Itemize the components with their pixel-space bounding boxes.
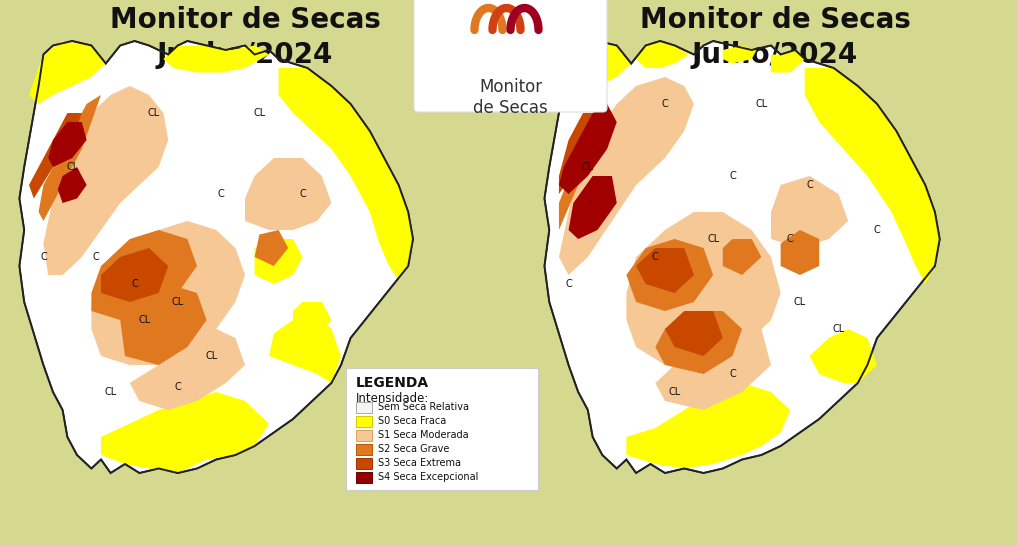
Bar: [356, 402, 372, 413]
Polygon shape: [810, 329, 877, 383]
Polygon shape: [92, 230, 197, 320]
Polygon shape: [636, 41, 690, 68]
Text: C: C: [806, 180, 813, 190]
Polygon shape: [559, 77, 694, 275]
Polygon shape: [554, 41, 632, 95]
Text: S0 Seca Fraca: S0 Seca Fraca: [378, 417, 446, 426]
Text: S1 Seca Moderada: S1 Seca Moderada: [378, 430, 469, 441]
Polygon shape: [254, 239, 303, 284]
Text: S3 Seca Extrema: S3 Seca Extrema: [378, 459, 461, 468]
FancyBboxPatch shape: [346, 368, 538, 490]
Polygon shape: [245, 158, 332, 230]
Text: C: C: [218, 189, 225, 199]
Text: CL: CL: [832, 324, 844, 334]
Bar: [356, 444, 372, 455]
Polygon shape: [293, 302, 332, 338]
Polygon shape: [771, 50, 804, 73]
Polygon shape: [559, 104, 616, 194]
Text: C: C: [652, 252, 659, 262]
Text: C: C: [729, 171, 736, 181]
Text: C: C: [662, 99, 668, 109]
Text: CL: CL: [105, 387, 117, 397]
Polygon shape: [92, 221, 245, 365]
Polygon shape: [781, 230, 820, 275]
Text: C: C: [131, 279, 138, 289]
Text: CL: CL: [138, 315, 151, 325]
Text: C: C: [787, 234, 793, 244]
Polygon shape: [101, 392, 270, 473]
Text: Monitor de Secas
Julho/2024: Monitor de Secas Julho/2024: [640, 6, 910, 69]
Text: CL: CL: [66, 162, 78, 172]
Polygon shape: [254, 230, 288, 266]
Text: CL: CL: [172, 297, 184, 307]
Polygon shape: [636, 248, 694, 293]
Text: CL: CL: [668, 387, 680, 397]
Polygon shape: [559, 113, 597, 194]
Text: Intensidade:: Intensidade:: [356, 392, 429, 405]
Polygon shape: [771, 176, 848, 248]
Polygon shape: [29, 113, 81, 199]
Polygon shape: [569, 176, 616, 239]
Text: C: C: [175, 383, 181, 393]
Polygon shape: [655, 311, 742, 374]
Polygon shape: [804, 68, 940, 284]
Text: S2 Seca Grave: S2 Seca Grave: [378, 444, 450, 454]
Polygon shape: [270, 311, 341, 383]
Polygon shape: [164, 45, 270, 73]
Polygon shape: [44, 86, 168, 275]
Bar: [356, 458, 372, 469]
Polygon shape: [723, 239, 762, 275]
Bar: [356, 430, 372, 441]
Polygon shape: [544, 41, 940, 473]
Polygon shape: [101, 248, 168, 302]
Polygon shape: [723, 284, 771, 338]
Polygon shape: [626, 212, 781, 365]
Text: Monitor
de Secas: Monitor de Secas: [473, 78, 548, 117]
Polygon shape: [655, 320, 771, 410]
Text: CL: CL: [794, 297, 806, 307]
Polygon shape: [58, 167, 86, 203]
Polygon shape: [665, 311, 723, 356]
Polygon shape: [130, 329, 245, 410]
Text: C: C: [565, 279, 572, 289]
Text: Monitor de Secas
Junho/2024: Monitor de Secas Junho/2024: [110, 6, 380, 69]
Polygon shape: [120, 284, 206, 365]
FancyBboxPatch shape: [414, 0, 607, 112]
Polygon shape: [39, 95, 101, 221]
Text: CL: CL: [707, 234, 719, 244]
Polygon shape: [19, 41, 413, 473]
Polygon shape: [29, 41, 106, 104]
Text: CL: CL: [253, 108, 265, 118]
Text: C: C: [874, 225, 881, 235]
Text: CL: CL: [756, 99, 768, 109]
Text: C: C: [40, 252, 47, 262]
Text: LEGENDA: LEGENDA: [356, 376, 429, 390]
Text: Sem Seca Relativa: Sem Seca Relativa: [378, 402, 469, 412]
Polygon shape: [48, 122, 86, 167]
Text: C: C: [729, 369, 736, 379]
Polygon shape: [626, 383, 790, 468]
Text: CL: CL: [205, 351, 218, 361]
Polygon shape: [559, 104, 612, 230]
Polygon shape: [723, 45, 757, 63]
Polygon shape: [279, 68, 413, 280]
Bar: [356, 416, 372, 427]
Bar: [356, 472, 372, 483]
Text: CL: CL: [582, 162, 594, 172]
Text: CL: CL: [147, 108, 160, 118]
Text: C: C: [299, 189, 306, 199]
Text: C: C: [93, 252, 100, 262]
Polygon shape: [626, 239, 713, 311]
Text: S4 Seca Excepcional: S4 Seca Excepcional: [378, 472, 478, 483]
